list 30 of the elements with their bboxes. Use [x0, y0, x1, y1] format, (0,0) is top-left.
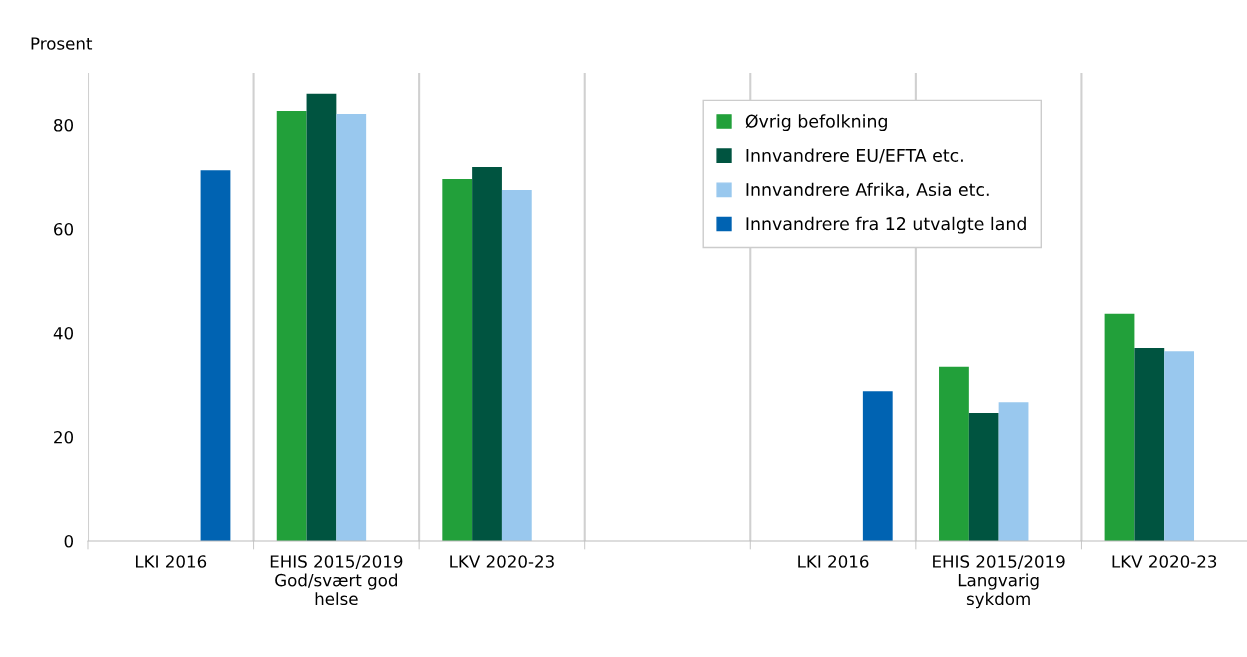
y-axis-title: Prosent	[31, 37, 93, 50]
bar	[862, 391, 893, 541]
y-tick-label: 0	[64, 534, 73, 548]
y-tick-label: 60	[54, 222, 73, 236]
bar	[306, 93, 337, 541]
bar	[998, 402, 1029, 541]
bar	[1164, 351, 1195, 541]
x-tick-label: LKV 2020-23	[1112, 555, 1217, 568]
bar	[200, 170, 231, 541]
legend-label: Innvandrere fra 12 utvalgte land	[746, 216, 1026, 234]
bar	[336, 114, 367, 541]
y-tick-label: 80	[54, 118, 73, 132]
legend-label: Innvandrere EU/EFTA etc.	[746, 148, 963, 164]
x-tick-label: LKV 2020-23	[450, 555, 554, 568]
x-tick-label: EHIS 2015/2019 Langvarig sykdom	[933, 555, 1065, 609]
bar	[472, 167, 502, 541]
bar	[501, 190, 532, 541]
y-tick-label: 40	[53, 326, 73, 340]
bar	[968, 413, 999, 541]
bar	[276, 110, 307, 541]
bar	[939, 366, 969, 541]
x-tick-label: LKI 2016	[798, 555, 869, 568]
legend-label: Innvandrere Afrika, Asia etc.	[746, 182, 989, 198]
bar	[442, 179, 473, 541]
bar	[1134, 348, 1165, 541]
y-tick-label: 20	[54, 430, 73, 444]
bar	[1104, 313, 1135, 541]
legend-label: Øvrig befolkning	[745, 114, 887, 132]
x-tick-label: EHIS 2015/2019 God/svært god helse	[270, 555, 403, 606]
x-tick-label: LKI 2016	[136, 555, 207, 568]
